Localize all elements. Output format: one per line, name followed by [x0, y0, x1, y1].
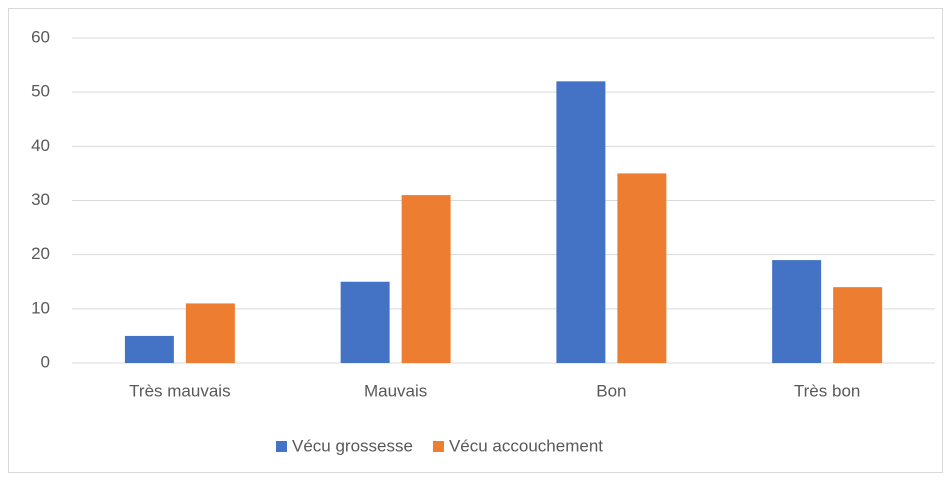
bar — [617, 173, 667, 363]
bar — [556, 81, 606, 363]
x-tick-label: Très mauvais — [129, 381, 230, 400]
y-tick-label: 20 — [31, 244, 50, 263]
chart-border — [8, 8, 943, 473]
x-tick-label: Très bon — [794, 381, 860, 400]
y-tick-label: 60 — [31, 27, 50, 46]
legend-swatch — [432, 441, 444, 452]
y-tick-label: 10 — [31, 298, 50, 317]
bar — [185, 303, 235, 363]
x-tick-label: Bon — [596, 381, 626, 400]
x-tick-label: Mauvais — [364, 381, 427, 400]
bar — [124, 335, 174, 363]
bar — [772, 260, 822, 363]
bar — [401, 195, 451, 363]
legend-swatch — [276, 441, 287, 452]
legend-label: Vécu grossesse — [292, 436, 413, 455]
y-tick-label: 30 — [31, 190, 50, 209]
y-tick-label: 0 — [41, 352, 50, 371]
bar — [833, 287, 883, 363]
y-tick-label: 50 — [31, 82, 50, 101]
bar — [340, 281, 390, 363]
legend-label: Vécu accouchement — [449, 436, 603, 455]
y-tick-label: 40 — [31, 136, 50, 155]
